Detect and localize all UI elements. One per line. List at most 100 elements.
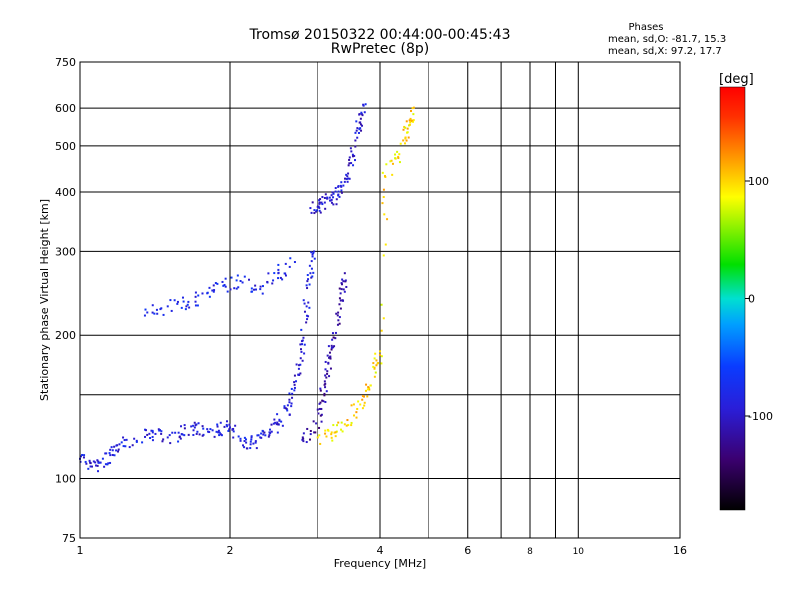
scatter-point [361, 124, 364, 127]
scatter-point [212, 290, 215, 293]
scatter-point [380, 303, 383, 306]
scatter-point [183, 434, 186, 437]
scatter-point [356, 407, 359, 410]
scatter-point [232, 436, 235, 439]
y-tick-label: 300 [55, 245, 76, 258]
scatter-point [339, 184, 342, 187]
scatter-point [267, 435, 270, 438]
scatter-point [325, 390, 328, 393]
scatter-point [239, 439, 242, 442]
scatter-point [343, 423, 346, 426]
scatter-point [160, 307, 163, 310]
scatter-point [350, 404, 353, 407]
scatter-point [404, 142, 407, 145]
scatter-point [228, 423, 231, 426]
scatter-point [318, 206, 321, 209]
scatter-point [329, 355, 332, 358]
scatter-point [336, 314, 339, 317]
scatter-point [302, 440, 305, 443]
scatter-point [332, 336, 335, 339]
scatter-point [397, 155, 400, 158]
scatter-point [337, 319, 340, 322]
scatter-point [398, 153, 401, 156]
chart-title: Tromsø 20150322 00:44:00-00:45:43 [249, 27, 511, 43]
x-tick-label: 4 [377, 544, 384, 557]
scatter-point [107, 462, 110, 465]
scatter-point [249, 447, 252, 450]
scatter-point [326, 370, 329, 373]
scatter-point [108, 452, 111, 455]
scatter-point [330, 344, 333, 347]
scatter-point [382, 317, 385, 320]
scatter-point [372, 362, 375, 365]
scatter-point [362, 395, 365, 398]
scatter-point [101, 457, 104, 460]
scatter-point [312, 420, 315, 423]
scatter-point [109, 454, 112, 457]
scatter-point [300, 328, 303, 331]
grid-layer [80, 62, 680, 538]
scatter-point [302, 432, 305, 435]
scatter-point [263, 431, 266, 434]
scatter-point [404, 126, 407, 129]
scatter-point [113, 454, 116, 457]
scatter-point [155, 308, 158, 311]
scatter-point [373, 375, 376, 378]
scatter-point [309, 433, 312, 436]
scatter-point [141, 441, 144, 444]
scatter-point [406, 127, 409, 130]
scatter-point [196, 430, 199, 433]
scatter-point [377, 361, 380, 364]
scatter-point [412, 119, 415, 122]
scatter-point [245, 438, 248, 441]
scatter-point [151, 304, 154, 307]
scatter-point [330, 433, 333, 436]
scatter-point [91, 465, 94, 468]
scatter-point [156, 312, 159, 315]
scatter-point [151, 435, 154, 438]
scatter-point [209, 428, 212, 431]
scatter-point [338, 287, 341, 290]
scatter-point [286, 404, 289, 407]
scatter-point [407, 136, 410, 139]
scatter-point [250, 436, 253, 439]
scatter-point [319, 387, 322, 390]
scatter-point [193, 421, 196, 424]
scatter-point [160, 430, 163, 433]
scatter-point [403, 125, 406, 128]
scatter-point [250, 287, 253, 290]
scatter-point [410, 109, 413, 112]
scatter-point [330, 201, 333, 204]
scatter-point [315, 422, 318, 425]
scatter-point [222, 284, 225, 287]
scatter-point [321, 203, 324, 206]
scatter-point [318, 202, 321, 205]
scatter-point [192, 433, 195, 436]
scatter-point [272, 422, 275, 425]
scatter-point [201, 434, 204, 437]
y-tick-label: 600 [55, 102, 76, 115]
scatter-point [397, 157, 400, 160]
scatter-point [383, 175, 386, 178]
scatter-point [176, 302, 179, 305]
scatter-point [328, 351, 331, 354]
scatter-point [116, 444, 119, 447]
scatter-point [208, 431, 211, 434]
scatter-point [313, 250, 316, 253]
scatter-point [217, 431, 220, 434]
scatter-point [280, 420, 283, 423]
scatter-point [269, 432, 272, 435]
scatter-point [332, 346, 335, 349]
scatter-point [343, 180, 346, 183]
scatter-point [333, 345, 336, 348]
scatter-point [346, 175, 349, 178]
scatter-point [313, 431, 316, 434]
scatter-point [412, 113, 415, 116]
scatter-point [97, 470, 100, 473]
scatter-point [211, 429, 214, 432]
scatter-point [120, 441, 123, 444]
scatter-point [223, 425, 226, 428]
y-tick-label: 75 [62, 532, 76, 545]
scatter-point [293, 374, 296, 377]
scatter-point [264, 434, 267, 437]
